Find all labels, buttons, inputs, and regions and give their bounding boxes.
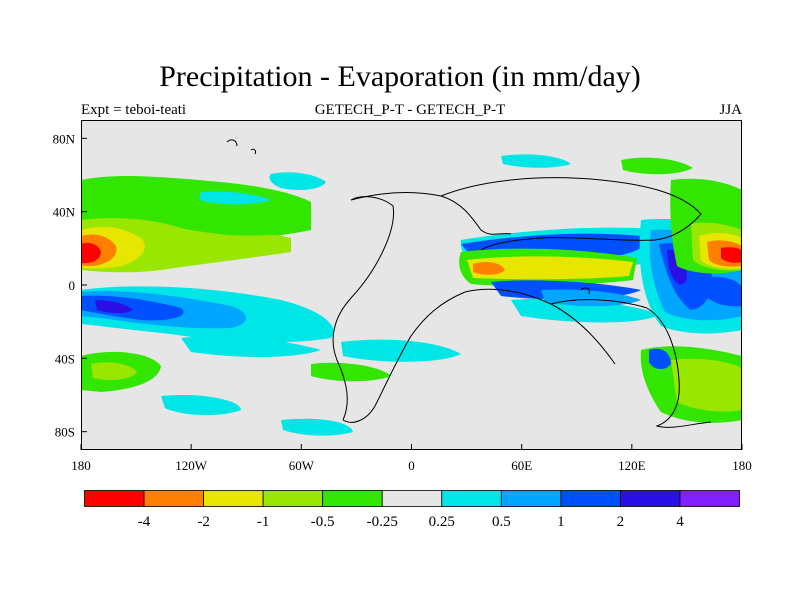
contour-cyan-arctic	[501, 154, 571, 168]
map-axes: 180 120W 60W 0 60E 120E 180 80N 40N 0 40S 80S	[53, 131, 752, 473]
contour-yellow-io	[467, 256, 633, 280]
colorbar-swatch	[322, 490, 383, 507]
x-tick-label: 120W	[175, 458, 208, 473]
contour-lightgreen-spac-south	[91, 362, 137, 380]
contour-blue-aus	[649, 348, 671, 370]
season-label: JJA	[719, 102, 742, 118]
contour-cyan-na2	[199, 191, 271, 205]
colorbar-label: -0.25	[367, 514, 398, 530]
y-tick-label: 80S	[55, 425, 75, 440]
contour-red-npac	[81, 242, 101, 264]
experiment-label: Expt = teboi-teati	[81, 102, 187, 118]
colorbar-swatch	[620, 490, 681, 507]
contour-cyan-io-south	[511, 298, 661, 323]
contour-green-npac-high	[621, 157, 693, 175]
map-background	[81, 120, 742, 450]
coastline-eurasia	[440, 177, 702, 251]
contour-red-nepac	[721, 247, 742, 263]
contour-green-sa	[311, 362, 391, 382]
contour-cyan-na	[269, 172, 326, 190]
colorbar: -4 -2 -1 -0.5 -0.25 0.25 0.5 1 2 4	[84, 490, 740, 530]
coastline-northamerica	[350, 192, 512, 235]
contour-fields	[81, 154, 742, 436]
x-tick-label: 60E	[511, 458, 532, 473]
contour-green-midpac	[191, 210, 291, 236]
y-tick-label: 40N	[53, 205, 76, 220]
contour-lightgreen-aus	[671, 358, 742, 412]
colorbar-label: 0.25	[429, 514, 455, 530]
contour-cyan-soc	[281, 418, 353, 436]
x-tick-label: 120E	[618, 458, 646, 473]
contour-cyan-satl	[341, 339, 461, 362]
contour-darkblue-spac	[95, 300, 133, 313]
coastline-australia	[646, 307, 712, 428]
x-tick-label: 60W	[289, 458, 315, 473]
colorbar-label: -1	[257, 514, 270, 530]
coastline-africa	[464, 288, 648, 365]
y-tick-label: 40S	[55, 351, 75, 366]
colorbar-swatch	[203, 490, 264, 507]
coastlines	[226, 139, 712, 428]
plot-title: Precipitation - Evaporation (in mm/day)	[159, 60, 641, 93]
colorbar-swatch	[84, 490, 145, 507]
colorbar-label: 2	[617, 514, 625, 530]
coastline-americas	[332, 196, 466, 423]
colorbar-label: -0.5	[311, 514, 335, 530]
contour-lightblue-io-south	[541, 289, 641, 307]
contour-blue-wpac2	[701, 276, 742, 307]
dataset-label: GETECH_P-T - GETECH_P-T	[314, 102, 506, 118]
y-tick-label: 0	[69, 278, 76, 293]
contour-cyan-spac2	[181, 336, 321, 357]
colorbar-label: 1	[557, 514, 565, 530]
colorbar-label: -2	[197, 514, 210, 530]
y-tick-label: 80N	[53, 131, 76, 146]
colorbar-swatch	[143, 490, 204, 507]
colorbar-label: 4	[676, 514, 684, 530]
colorbar-swatch	[441, 490, 502, 507]
colorbar-swatch	[679, 490, 740, 507]
colorbar-swatch	[262, 490, 324, 507]
contour-cyan-spac-south	[161, 394, 241, 416]
precip-evap-map: 180 120W 60W 0 60E 120E 180 80N 40N 0 40S 80S	[53, 120, 752, 473]
colorbar-swatch	[381, 490, 443, 507]
colorbar-label: 0.5	[492, 514, 511, 530]
x-tick-label: 180	[71, 458, 91, 473]
x-tick-label: 180	[732, 458, 752, 473]
colorbar-label: -4	[138, 514, 151, 530]
contour-orange-io	[473, 262, 505, 275]
colorbar-swatch	[560, 490, 621, 507]
coastline-islands	[226, 139, 590, 295]
x-tick-label: 0	[408, 458, 415, 473]
colorbar-swatch	[500, 490, 562, 507]
